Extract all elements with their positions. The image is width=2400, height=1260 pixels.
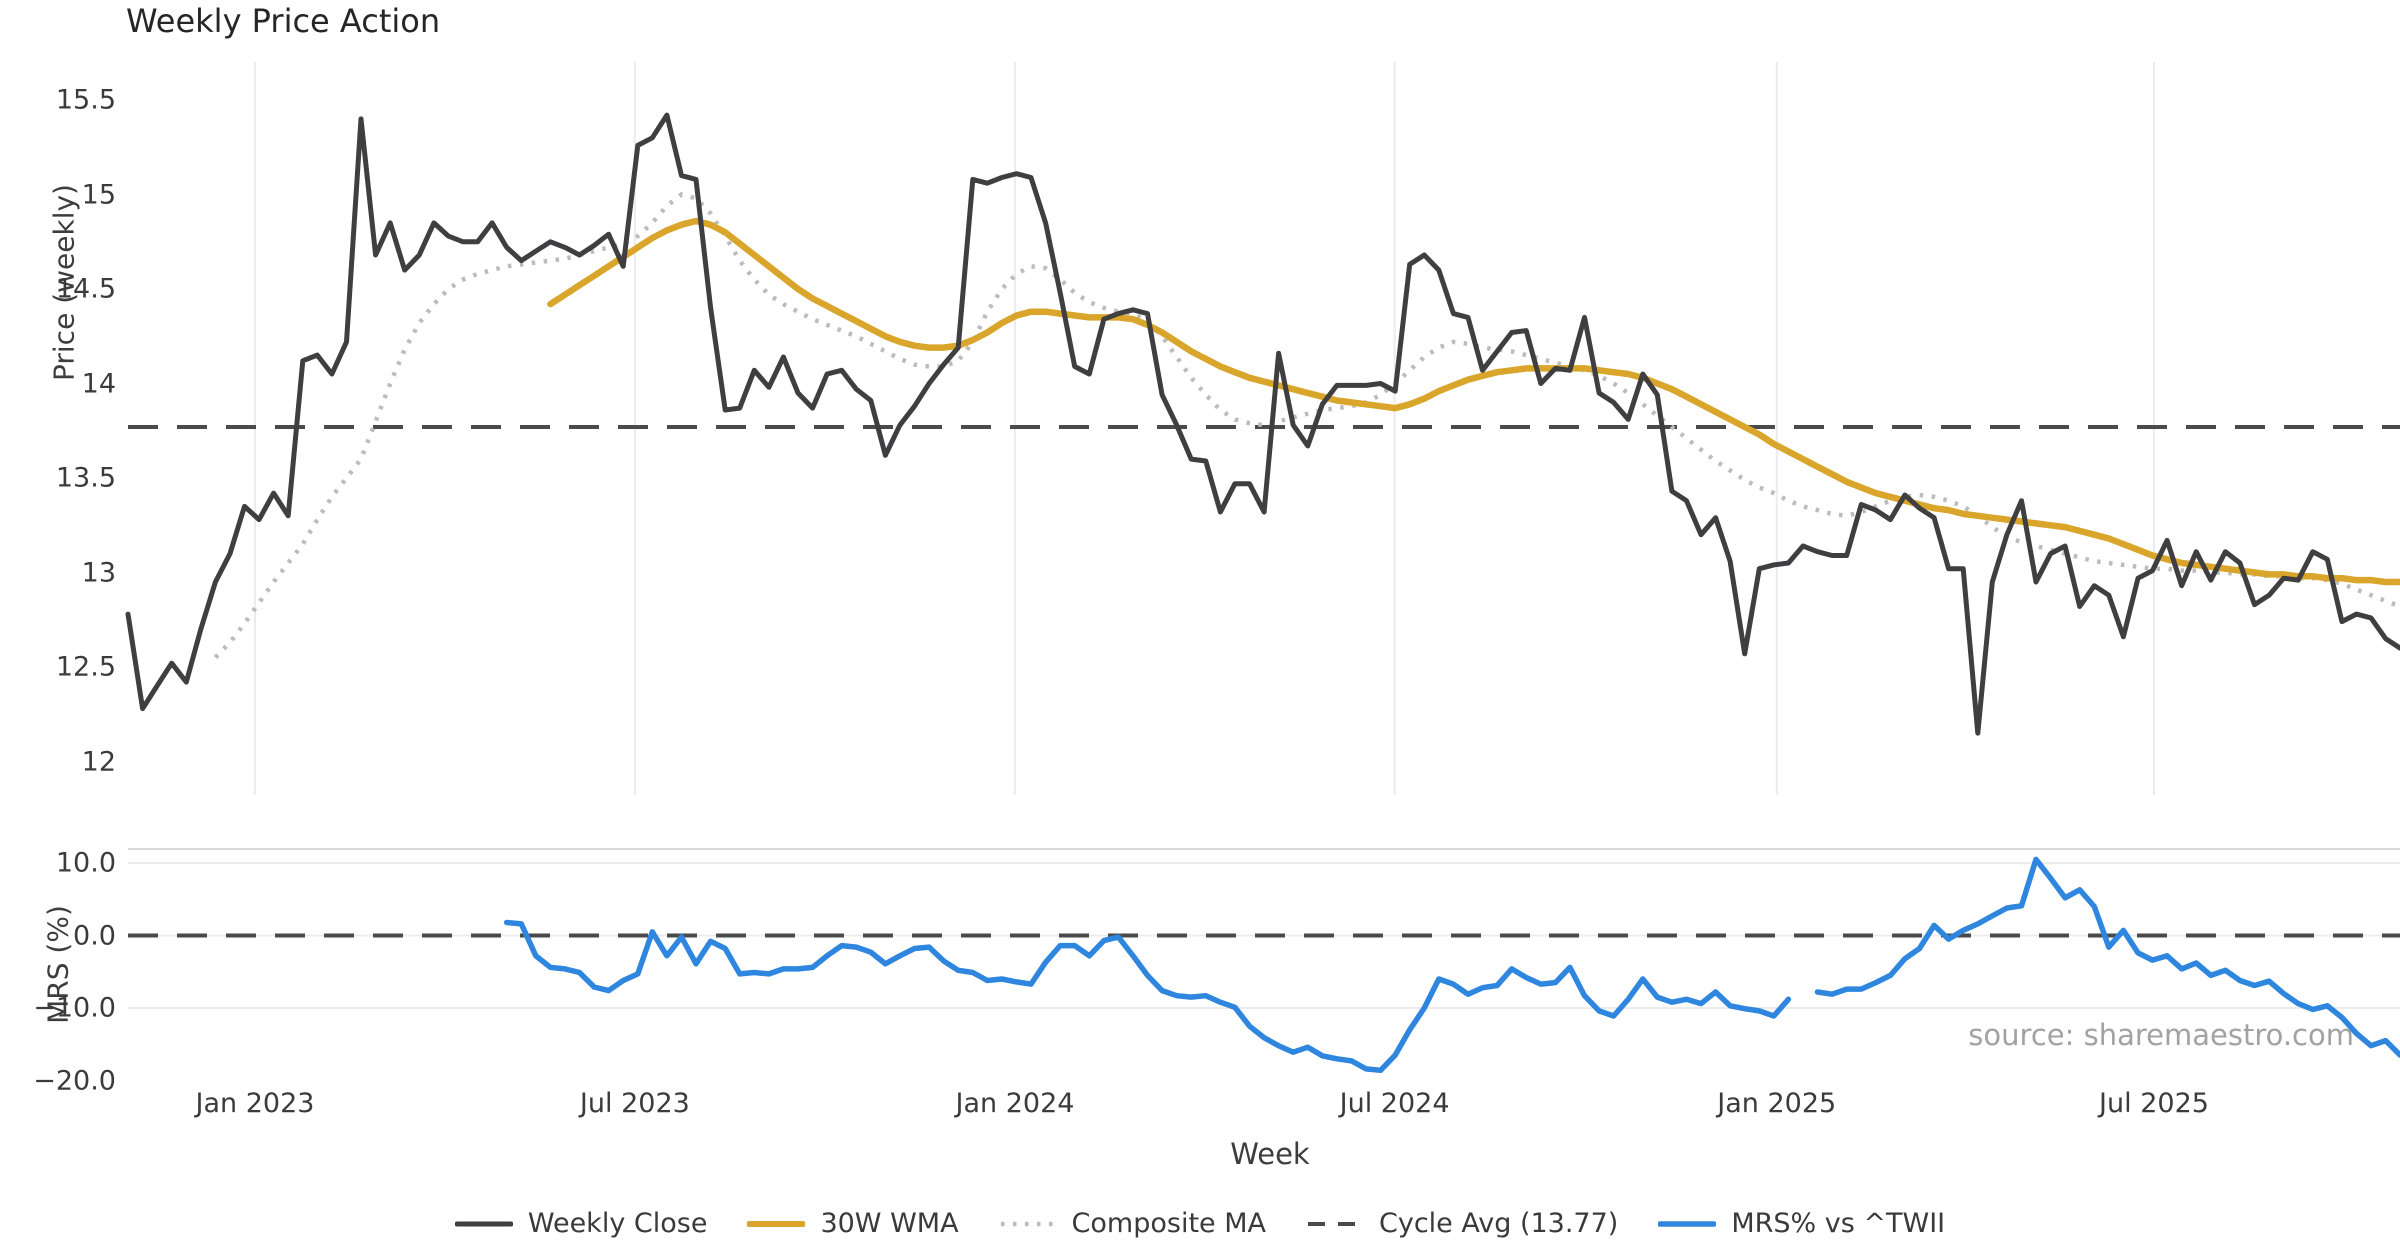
price-tick-label: 13.5 — [55, 462, 116, 494]
cycle-avg-line-swatch — [1308, 1221, 1362, 1226]
mrs-tick-label: −10.0 — [33, 992, 116, 1024]
legend-label-mrs: MRS% vs ^TWII — [1731, 1208, 1946, 1239]
x-tick-label: Jan 2025 — [1717, 1088, 1837, 1119]
wma-line-swatch — [747, 1220, 806, 1227]
legend-item-30w-wma: 30W WMA — [747, 1208, 959, 1239]
weekly-close-line-swatch — [454, 1221, 513, 1226]
price-tick-label: 14 — [81, 368, 116, 399]
x-tick-label: Jul 2025 — [2099, 1088, 2209, 1119]
source-watermark: source: sharemaestro.com — [1968, 1018, 2354, 1052]
price-tick-label: 15.5 — [55, 84, 116, 116]
mrs-line-swatch — [1658, 1220, 1717, 1227]
legend-item-weekly-close: Weekly Close — [454, 1208, 708, 1239]
legend-label-30w-wma: 30W WMA — [820, 1208, 959, 1239]
legend: Weekly Close 30W WMA Composite MA Cycle … — [0, 1208, 2400, 1239]
legend-label-cycle-avg: Cycle Avg (13.77) — [1379, 1208, 1619, 1239]
x-tick-label: Jul 2024 — [1339, 1088, 1450, 1119]
x-tick-label: Jan 2024 — [955, 1088, 1075, 1119]
chart-title: Weekly Price Action — [126, 2, 441, 40]
legend-label-composite-ma: Composite MA — [1071, 1208, 1266, 1239]
x-axis-label: Week — [1230, 1137, 1310, 1171]
x-tick-label: Jul 2023 — [579, 1088, 690, 1119]
legend-item-cycle-avg: Cycle Avg (13.77) — [1306, 1208, 1618, 1239]
mrs-tick-label: 0.0 — [73, 920, 116, 951]
legend-item-mrs: MRS% vs ^TWII — [1658, 1208, 1945, 1239]
mrs-axis-label: MRS (%) — [41, 905, 75, 1024]
mrs-tick-label: −20.0 — [33, 1065, 116, 1096]
composite-ma-line-swatch — [1000, 1221, 1055, 1226]
mrs-tick-label: 10.0 — [55, 847, 116, 879]
legend-label-weekly-close: Weekly Close — [527, 1208, 708, 1239]
legend-item-composite-ma: Composite MA — [999, 1208, 1266, 1239]
price-tick-label: 12.5 — [55, 651, 116, 683]
price-tick-label: 15 — [81, 179, 116, 210]
price-tick-label: 13 — [81, 557, 116, 588]
price-tick-label: 14.5 — [55, 273, 116, 305]
x-tick-label: Jan 2023 — [195, 1088, 315, 1119]
price-tick-label: 12 — [81, 746, 116, 777]
